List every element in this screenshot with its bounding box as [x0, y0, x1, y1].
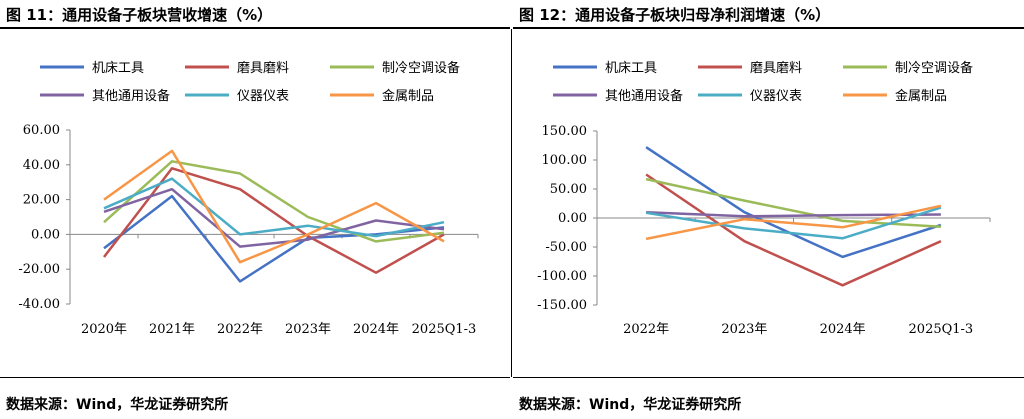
- series-line-3: [103, 160, 445, 243]
- x-tick-label: 2023年: [285, 322, 331, 337]
- legend-label: 磨具磨料: [237, 61, 289, 76]
- legend-item: 机床工具: [553, 61, 657, 76]
- legend-label: 仪器仪表: [750, 89, 802, 104]
- legend-label: 金属制品: [895, 88, 947, 104]
- legend-label: 机床工具: [605, 61, 657, 76]
- y-tick-label: -100.00: [537, 269, 587, 284]
- source-note: 数据来源：Wind，华龙证券研究所: [6, 397, 229, 413]
- chart-panel-net-profit: 图 12：通用设备子板块归母净利润增速（%） 机床工具 磨具磨料 制冷空调设备其他通…: [513, 0, 1024, 419]
- legend-label: 磨具磨料: [750, 61, 802, 76]
- legend-item: 仪器仪表: [185, 89, 289, 104]
- y-tick-label: 20.00: [23, 193, 60, 208]
- legend-label: 仪器仪表: [237, 89, 289, 104]
- legend-label: 制冷空调设备: [895, 60, 973, 76]
- y-tick-label: 50.00: [550, 182, 587, 197]
- series-line-4: [103, 187, 445, 248]
- legend-item: 磨具磨料: [185, 61, 289, 76]
- source-rule: [513, 377, 1024, 378]
- title-rule: [0, 27, 510, 29]
- legend-item: 金属制品: [330, 88, 434, 104]
- series-line-2: [645, 173, 942, 287]
- source-rule: [0, 377, 510, 378]
- legend-item: 机床工具: [40, 61, 144, 76]
- title-rule: [513, 27, 1024, 29]
- y-tick-label: 40.00: [23, 158, 60, 173]
- y-tick-label: 150.00: [542, 124, 588, 139]
- legend-item: 磨具磨料: [698, 61, 802, 76]
- series-line-4: [646, 210, 941, 218]
- y-tick-label: 60.00: [23, 123, 60, 138]
- panel-separator: [511, 29, 512, 377]
- x-tick-label: 2024年: [820, 322, 866, 337]
- chart-panel-revenue: 图 11：通用设备子板块营收增速（%） 机床工具 磨具磨料 制冷空调设备其他通用设备…: [0, 0, 510, 419]
- series-line-1: [645, 146, 942, 259]
- y-tick-label: 0.00: [558, 211, 587, 226]
- figure-title: 图 12：通用设备子板块归母净利润增速（%）: [519, 6, 831, 24]
- y-tick-label: 100.00: [542, 153, 588, 168]
- legend-item: 制冷空调设备: [843, 60, 973, 76]
- legend-item: 制冷空调设备: [330, 60, 460, 76]
- y-tick-label: 0.00: [31, 227, 60, 242]
- source-note: 数据来源：Wind，华龙证券研究所: [519, 397, 742, 413]
- legend-item: 金属制品: [843, 88, 947, 104]
- legend-label: 金属制品: [382, 88, 434, 104]
- x-tick-label: 2022年: [623, 322, 669, 337]
- series-line-6: [645, 204, 942, 241]
- series-line-6: [103, 149, 445, 264]
- legend-item: 其他通用设备: [40, 88, 170, 104]
- series-line-5: [645, 206, 942, 240]
- y-tick-label: -40.00: [18, 297, 60, 312]
- y-tick-label: -150.00: [537, 298, 587, 313]
- y-tick-label: -50.00: [545, 240, 587, 255]
- x-tick-label: 2024年: [353, 322, 399, 337]
- series-line-5: [103, 177, 445, 238]
- legend-item: 仪器仪表: [698, 89, 802, 104]
- legend-label: 制冷空调设备: [382, 60, 460, 76]
- series-line-2: [103, 167, 445, 274]
- legend-item: 其他通用设备: [553, 88, 683, 104]
- x-tick-label: 2025Q1-3: [412, 322, 477, 337]
- legend-label: 其他通用设备: [605, 88, 683, 104]
- y-tick-label: -20.00: [18, 262, 60, 277]
- x-tick-label: 2020年: [81, 322, 127, 337]
- x-tick-label: 2023年: [721, 322, 767, 337]
- legend-label: 其他通用设备: [92, 88, 170, 104]
- x-tick-label: 2025Q1-3: [909, 322, 974, 337]
- legend-label: 机床工具: [92, 61, 144, 76]
- x-tick-label: 2022年: [217, 322, 263, 337]
- figure-title: 图 11：通用设备子板块营收增速（%）: [6, 6, 273, 24]
- x-tick-label: 2021年: [149, 322, 195, 337]
